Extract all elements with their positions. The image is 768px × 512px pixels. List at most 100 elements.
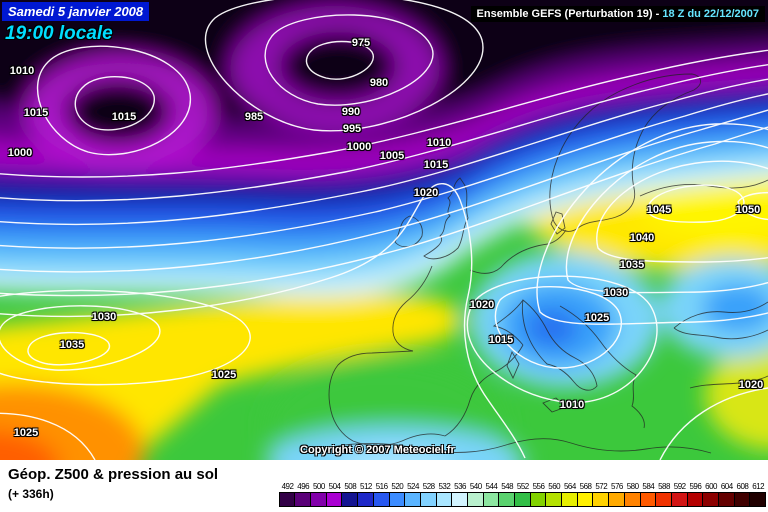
local-time-label: 19:00 locale xyxy=(5,23,113,44)
date-box: Samedi 5 janvier 2008 xyxy=(2,2,150,21)
scale-cell: 548 xyxy=(498,482,515,507)
scale-swatch xyxy=(435,492,453,507)
scale-value: 516 xyxy=(375,482,388,491)
scale-value: 540 xyxy=(469,482,482,491)
model-name-label: Ensemble GEFS (Perturbation 19) xyxy=(476,8,653,20)
scale-cell: 508 xyxy=(341,482,359,507)
scale-value: 512 xyxy=(360,482,372,491)
scale-swatch xyxy=(341,492,359,507)
scale-value: 548 xyxy=(501,482,514,491)
model-info-box: Ensemble GEFS (Perturbation 19) - 18 Z d… xyxy=(470,6,765,22)
scale-value: 564 xyxy=(563,482,576,491)
scale-value: 592 xyxy=(673,482,686,491)
scale-swatch xyxy=(749,492,766,507)
scale-cell: 532 xyxy=(435,482,453,507)
scale-swatch xyxy=(608,492,625,507)
scale-swatch xyxy=(639,492,657,507)
scale-swatch xyxy=(561,492,578,507)
copyright-label: Copyright © 2007 Meteociel.fr xyxy=(300,444,455,456)
scale-value: 500 xyxy=(312,482,325,491)
scale-swatch xyxy=(451,492,468,507)
scale-swatch xyxy=(357,492,374,507)
scale-cell: 580 xyxy=(623,482,641,507)
scale-value: 504 xyxy=(328,482,341,491)
scale-cell: 576 xyxy=(608,482,625,507)
scale-cell: 500 xyxy=(310,482,327,507)
scale-cell: 524 xyxy=(404,482,421,507)
scale-value: 524 xyxy=(407,482,419,491)
scale-cell: 600 xyxy=(702,482,719,507)
geopotential-field xyxy=(0,0,768,460)
scale-value: 508 xyxy=(344,482,357,491)
scale-swatch xyxy=(655,492,672,507)
scale-cell: 592 xyxy=(670,482,688,507)
scale-cell: 536 xyxy=(451,482,468,507)
scale-value: 604 xyxy=(720,482,733,491)
scale-value: 492 xyxy=(281,482,294,491)
map-title: Géop. Z500 & pression au sol xyxy=(8,466,219,483)
date-label: Samedi 5 janvier 2008 xyxy=(8,4,144,19)
scale-swatch xyxy=(733,492,751,507)
scale-cell: 596 xyxy=(686,482,704,507)
scale-cell: 560 xyxy=(545,482,563,507)
scale-value: 584 xyxy=(642,482,655,491)
scale-value: 496 xyxy=(297,482,310,491)
scale-swatch xyxy=(310,492,327,507)
scale-cell: 564 xyxy=(561,482,578,507)
scale-cell: 492 xyxy=(278,482,296,507)
scale-value: 580 xyxy=(626,482,639,491)
scale-value: 612 xyxy=(752,482,765,491)
color-field xyxy=(0,0,768,460)
scale-value: 600 xyxy=(705,482,718,491)
scale-value: 528 xyxy=(422,482,435,491)
scale-value: 520 xyxy=(391,482,404,491)
scale-cell: 608 xyxy=(733,482,751,507)
scale-swatch xyxy=(388,492,406,507)
scale-swatch xyxy=(576,492,594,507)
scale-cell: 540 xyxy=(466,482,484,507)
scale-cell: 516 xyxy=(372,482,390,507)
scale-value: 560 xyxy=(548,482,561,491)
scale-swatch xyxy=(702,492,719,507)
scale-cell: 588 xyxy=(655,482,672,507)
scale-swatch xyxy=(686,492,704,507)
scale-swatch xyxy=(498,492,515,507)
scale-value: 568 xyxy=(579,482,592,491)
scale-swatch xyxy=(325,492,343,507)
scale-swatch xyxy=(419,492,437,507)
scale-value: 576 xyxy=(611,482,623,491)
isobars xyxy=(0,0,768,460)
scale-swatch xyxy=(404,492,421,507)
scale-value: 536 xyxy=(454,482,467,491)
scale-value: 552 xyxy=(516,482,529,491)
scale-swatch xyxy=(466,492,484,507)
scale-value: 608 xyxy=(736,482,749,491)
scale-value: 544 xyxy=(485,482,498,491)
scale-swatch xyxy=(623,492,641,507)
scale-cell: 568 xyxy=(576,482,594,507)
scale-cell: 520 xyxy=(388,482,406,507)
scale-value: 572 xyxy=(595,482,608,491)
scale-swatch xyxy=(717,492,735,507)
model-separator: - xyxy=(655,8,660,20)
scale-swatch xyxy=(670,492,688,507)
scale-cell: 496 xyxy=(294,482,312,507)
scale-cell: 584 xyxy=(639,482,657,507)
scale-cell: 604 xyxy=(717,482,735,507)
color-scale: 492 496 500 504 508 512 516 520 524 528 532 536 540 5… xyxy=(278,482,766,507)
scale-cell: 528 xyxy=(419,482,437,507)
legend-bar: Géop. Z500 & pression au sol (+ 336h) 49… xyxy=(0,460,768,512)
scale-cell: 572 xyxy=(592,482,610,507)
scale-swatch xyxy=(372,492,390,507)
scale-swatch xyxy=(545,492,563,507)
scale-cell: 512 xyxy=(357,482,374,507)
scale-value: 532 xyxy=(438,482,451,491)
scale-cell: 552 xyxy=(514,482,531,507)
scale-cell: 504 xyxy=(325,482,343,507)
scale-value: 556 xyxy=(532,482,545,491)
scale-value: 588 xyxy=(658,482,670,491)
scale-swatch xyxy=(529,492,547,507)
coastlines xyxy=(328,73,768,454)
model-run-label: 18 Z du 22/12/2007 xyxy=(662,8,759,20)
